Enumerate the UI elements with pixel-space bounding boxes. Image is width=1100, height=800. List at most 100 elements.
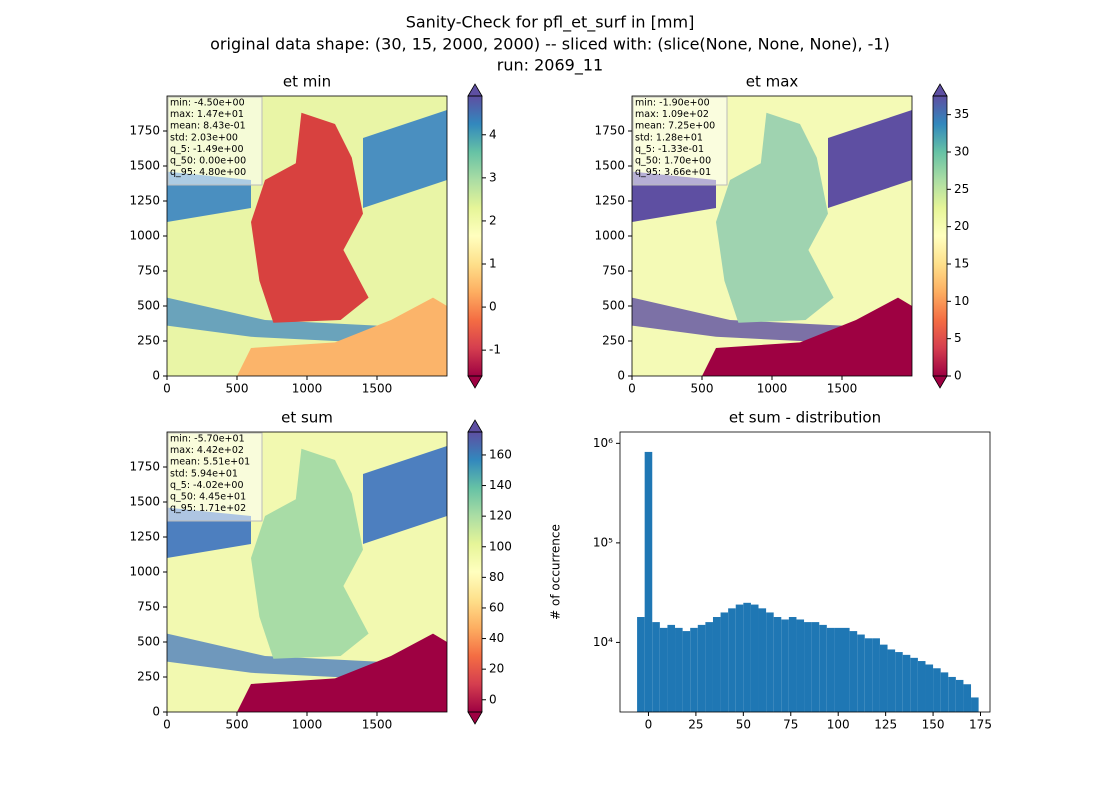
histogram-bar [933, 668, 941, 712]
histogram-bar [667, 624, 676, 712]
stats-line: mean: 7.25e+00 [635, 121, 715, 132]
histogram-bar [857, 634, 865, 712]
colorbar-tick-label: 15 [954, 257, 969, 271]
colorbar-tick-label: 30 [954, 145, 969, 159]
stats-line: mean: 8.43e-01 [170, 121, 246, 132]
histogram-bar [705, 622, 713, 712]
colorbar-tick-label: 0 [489, 692, 497, 706]
histogram-bar [864, 638, 873, 712]
colorbar-tick-label: 60 [489, 600, 504, 614]
histogram-bar [925, 664, 934, 712]
x-tick-label: 1500 [362, 382, 393, 396]
y-tick-label: 0 [152, 369, 160, 383]
colorbar-extend [467, 711, 483, 725]
map-country [716, 112, 834, 323]
histogram-bar [743, 602, 751, 712]
histogram-bar [735, 604, 744, 712]
stats-line: mean: 5.51e+01 [170, 457, 250, 468]
stats-line: max: 4.42e+02 [170, 445, 244, 456]
colorbar-tick-label: 80 [489, 570, 504, 584]
histogram-bar [842, 627, 850, 712]
y-tick-label: 10⁶ [593, 436, 613, 450]
colorbar-frame [467, 431, 483, 713]
map-band [363, 446, 447, 544]
stats-box [632, 96, 728, 186]
histogram-bar [796, 619, 805, 712]
histogram-bar [902, 654, 911, 712]
x-tick-label: 0 [628, 382, 636, 396]
axes-title: et min [283, 73, 331, 91]
stats-line: min: -1.90e+00 [635, 98, 710, 109]
x-tick-label: 125 [874, 718, 897, 732]
y-tick-label: 1500 [594, 159, 625, 173]
histogram-bar [887, 649, 896, 712]
y-tick-label: 1750 [129, 460, 160, 474]
colorbar-tick-label: 5 [954, 331, 962, 345]
x-tick-label: 500 [226, 382, 249, 396]
y-tick-label: 1750 [594, 124, 625, 138]
colorbar [933, 96, 947, 376]
x-tick-label: 1000 [757, 382, 788, 396]
x-tick-label: 50 [736, 718, 751, 732]
histogram-bar [659, 627, 668, 712]
x-tick-label: 150 [922, 718, 945, 732]
y-tick-label: 1250 [129, 530, 160, 544]
colorbar-extend [932, 83, 948, 97]
colorbar-tick-label: 20 [954, 219, 969, 233]
histogram-bar [910, 657, 918, 712]
histogram-bar [758, 608, 767, 712]
y-tick-label: 0 [152, 705, 160, 719]
stats-line: q_5: -1.49e+00 [170, 144, 244, 155]
stats-line: std: 2.03e+00 [170, 132, 238, 143]
histogram-bar [895, 652, 903, 712]
histogram-bar [826, 627, 835, 712]
map-country [251, 448, 369, 659]
histogram-bar [652, 622, 660, 712]
stats-line: q_5: -4.02e+00 [170, 480, 244, 491]
stats-line: std: 5.94e+01 [170, 468, 238, 479]
histogram-bar [728, 608, 736, 712]
x-tick-label: 25 [688, 718, 703, 732]
axes-frame [619, 431, 991, 713]
colorbar-extend [467, 375, 483, 389]
histogram-bar [940, 672, 949, 712]
histogram-bar [637, 617, 645, 712]
x-tick-label: 175 [969, 718, 992, 732]
histogram-bar [720, 612, 729, 712]
histogram-bar [781, 619, 789, 712]
colorbar-tick-label: 1 [489, 257, 497, 271]
colorbar-tick-label: 20 [489, 662, 504, 676]
suptitle: Sanity-Check for pfl_et_surf in [mm] [406, 13, 695, 33]
colorbar-tick-label: 3 [489, 170, 497, 184]
stats-line: q_95: 1.71e+02 [170, 503, 246, 514]
stats-line: q_95: 3.66e+01 [635, 167, 711, 178]
stats-line: max: 1.09e+02 [635, 109, 709, 120]
colorbar-tick-label: 4 [489, 127, 497, 141]
map-image [167, 96, 447, 376]
colorbar-tick-label: 2 [489, 213, 497, 227]
histogram-bar [955, 679, 964, 712]
colorbar-extend [467, 83, 483, 97]
colorbar-tick-label: 0 [489, 300, 497, 314]
x-tick-label: 0 [163, 718, 171, 732]
axes-title: et sum - distribution [729, 409, 881, 427]
stats-box [167, 96, 263, 186]
colorbar-tick-label: 10 [954, 294, 969, 308]
suptitle: run: 2069_11 [497, 56, 603, 76]
y-tick-label: 250 [602, 334, 625, 348]
axes-title: et max [746, 73, 799, 91]
map-band [167, 633, 377, 679]
y-tick-label: 1000 [594, 229, 625, 243]
suptitle: original data shape: (30, 15, 2000, 2000… [210, 35, 890, 54]
axes-title: et sum [281, 409, 333, 427]
x-tick-label: 100 [827, 718, 850, 732]
histogram-bar [872, 638, 880, 712]
x-tick-label: 0 [163, 382, 171, 396]
stats-line: std: 1.28e+01 [635, 132, 703, 143]
map-country [251, 112, 369, 323]
x-tick-label: 500 [691, 382, 714, 396]
stats-line: max: 1.47e+01 [170, 109, 244, 120]
histogram-bar [690, 627, 698, 712]
colorbar-tick-label: 25 [954, 182, 969, 196]
